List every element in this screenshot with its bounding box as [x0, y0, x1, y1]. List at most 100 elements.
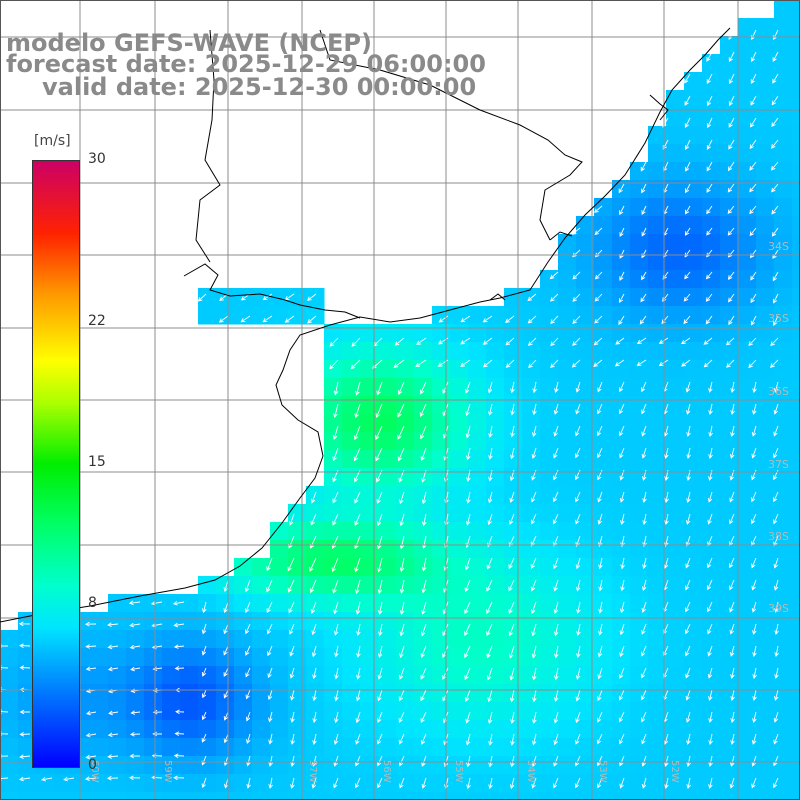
wind-arrow — [201, 623, 207, 635]
wind-arrow — [641, 403, 647, 415]
wind-speed-cell — [684, 792, 703, 800]
wind-speed-cell — [126, 684, 145, 703]
wind-speed-cell — [270, 288, 289, 307]
wind-speed-cell — [468, 756, 487, 775]
wind-speed-cell — [90, 738, 109, 757]
wind-speed-cell — [756, 702, 775, 721]
wind-speed-cell — [414, 738, 433, 757]
wind-arrow — [730, 733, 735, 746]
wind-speed-cell — [684, 612, 703, 631]
wind-arrow — [619, 447, 625, 459]
wind-arrow — [683, 293, 691, 302]
wind-speed-cell — [522, 360, 541, 379]
wind-speed-cell — [666, 558, 685, 577]
wind-arrow — [420, 623, 427, 637]
wind-arrow — [421, 513, 427, 527]
wind-speed-cell — [504, 666, 523, 685]
wind-speed-cell — [684, 270, 703, 289]
wind-speed-cell — [432, 324, 451, 343]
wind-arrow — [706, 205, 713, 215]
wind-arrow — [620, 557, 625, 570]
wind-speed-cell — [450, 756, 469, 775]
wind-speed-cell — [648, 126, 667, 145]
wind-arrow — [728, 293, 735, 303]
wind-arrow — [442, 667, 449, 680]
wind-arrow — [306, 293, 317, 301]
wind-speed-cell — [90, 720, 109, 739]
wind-arrow — [356, 623, 361, 637]
wind-speed-cell — [486, 666, 505, 685]
wind-speed-cell — [468, 702, 487, 721]
wind-speed-cell — [324, 630, 343, 649]
wind-speed-cell — [612, 756, 631, 775]
wind-speed-cell — [558, 630, 577, 649]
wind-arrow — [245, 711, 251, 722]
wind-arrow — [532, 403, 537, 416]
wind-speed-cell — [450, 486, 469, 505]
wind-arrow — [465, 381, 471, 394]
wind-speed-cell — [684, 306, 703, 325]
wind-speed-cell — [774, 342, 793, 361]
wind-arrow — [707, 491, 713, 503]
wind-speed-cell — [576, 738, 595, 757]
wind-arrow — [355, 711, 361, 724]
wind-arrow — [553, 623, 559, 637]
wind-arrow — [593, 205, 603, 213]
wind-speed-cell — [324, 738, 343, 757]
wind-arrow — [354, 491, 361, 504]
wind-speed-cell — [252, 306, 271, 325]
wind-speed-cell — [756, 270, 775, 289]
wind-speed-cell — [414, 720, 433, 739]
wind-speed-cell — [324, 666, 343, 685]
wind-arrow — [466, 777, 471, 790]
wind-speed-cell — [270, 756, 289, 775]
wind-speed-cell — [792, 54, 800, 73]
wind-speed-cell — [648, 216, 667, 235]
wind-arrow — [530, 557, 537, 570]
wind-speed-cell — [522, 612, 541, 631]
wind-speed-cell — [594, 720, 613, 739]
wind-speed-cell — [486, 558, 505, 577]
wind-speed-cell — [378, 756, 397, 775]
wind-arrow — [619, 623, 625, 636]
wind-speed-cell — [162, 738, 181, 757]
wind-speed-cell — [234, 648, 253, 667]
wind-arrow — [727, 227, 735, 236]
wind-speed-cell — [468, 468, 487, 487]
wind-speed-cell — [342, 558, 361, 577]
wind-arrow — [201, 601, 207, 614]
wind-speed-cell — [468, 324, 487, 343]
wind-arrow — [748, 337, 757, 346]
wind-arrow — [729, 755, 735, 767]
wind-arrow — [172, 600, 185, 606]
wind-arrow — [223, 711, 229, 721]
wind-speed-cell — [522, 720, 541, 739]
wind-speed-cell — [360, 504, 379, 523]
wind-speed-cell — [306, 738, 325, 757]
wind-speed-cell — [720, 108, 739, 127]
wind-speed-cell — [360, 486, 379, 505]
wind-speed-cell — [414, 702, 433, 721]
wind-arrow — [728, 73, 735, 85]
wind-speed-cell — [540, 630, 559, 649]
wind-speed-cell — [702, 432, 721, 451]
wind-speed-cell — [792, 378, 800, 397]
wind-arrow — [706, 95, 713, 107]
wind-speed-cell — [342, 792, 361, 800]
wind-speed-cell — [0, 756, 19, 775]
wind-speed-cell — [792, 720, 800, 739]
wind-arrow — [332, 447, 339, 462]
wind-speed-cell — [324, 324, 343, 343]
wind-speed-cell — [234, 558, 253, 577]
wind-speed-cell — [576, 432, 595, 451]
wind-speed-cell — [198, 756, 217, 775]
wind-arrow — [596, 733, 603, 745]
wind-arrow — [772, 491, 779, 503]
wind-arrow — [531, 601, 537, 614]
wind-speed-cell — [612, 288, 631, 307]
wind-speed-cell — [414, 324, 433, 343]
wind-speed-cell — [396, 414, 415, 433]
wind-speed-cell — [630, 360, 649, 379]
wind-speed-cell — [648, 720, 667, 739]
wind-arrow — [464, 601, 471, 615]
